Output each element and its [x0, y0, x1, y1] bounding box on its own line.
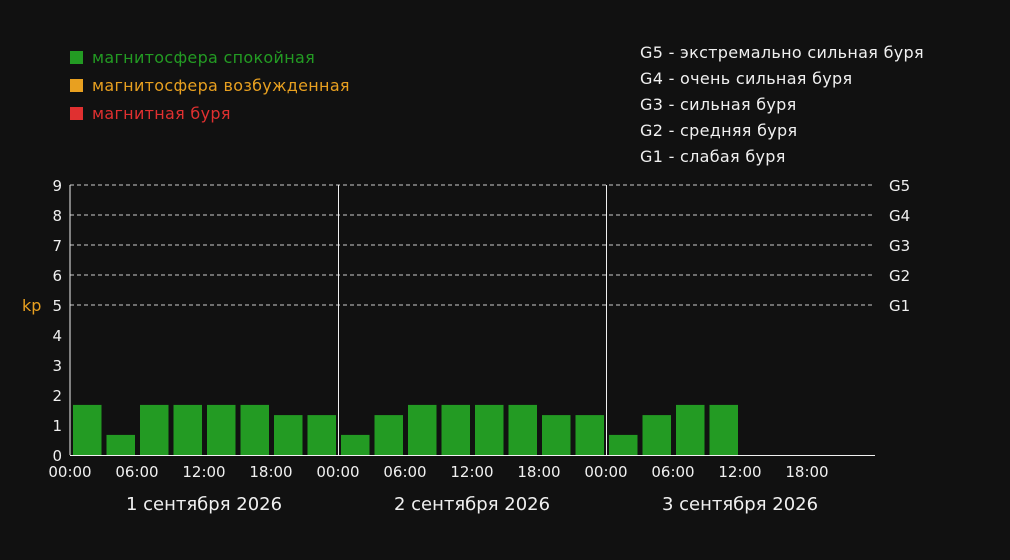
- gridline-label-g4: G4: [889, 207, 910, 225]
- kp-bar: [609, 434, 638, 455]
- gridline-label-g3: G3: [889, 237, 910, 255]
- x-tick-label: 12:00: [450, 463, 493, 481]
- gridline-label-g2: G2: [889, 267, 910, 285]
- day-label: 3 сентября 2026: [662, 494, 818, 515]
- kp-bar: [207, 404, 236, 455]
- x-tick-label: 18:00: [517, 463, 560, 481]
- day-label: 2 сентября 2026: [394, 494, 550, 515]
- kp-bar: [341, 434, 370, 455]
- kp-bar: [240, 404, 269, 455]
- kp-bar: [709, 404, 738, 455]
- x-tick-label: 18:00: [249, 463, 292, 481]
- y-tick-label: 9: [52, 177, 62, 195]
- x-tick-label: 18:00: [785, 463, 828, 481]
- x-tick-label: 00:00: [316, 463, 359, 481]
- legend-item-quiet: магнитосфера спокойная: [70, 43, 350, 71]
- legend-label-storm: магнитная буря: [92, 103, 231, 123]
- kp-bar: [575, 415, 604, 455]
- storm-scale-g4: G4 - очень сильная буря: [640, 69, 853, 88]
- y-axis-label: kp: [22, 296, 41, 315]
- x-tick-label: 12:00: [182, 463, 225, 481]
- legend-label-quiet: магнитосфера спокойная: [92, 47, 316, 67]
- gridline-label-g1: G1: [889, 297, 910, 315]
- y-tick-label: 2: [52, 387, 62, 405]
- storm-scale-g5: G5 - экстремально сильная буря: [640, 43, 924, 62]
- day-label: 1 сентября 2026: [126, 494, 282, 515]
- y-tick-label: 8: [52, 207, 62, 225]
- storm-scale: G5 - экстремально сильная буря G4 - очен…: [640, 43, 924, 173]
- x-tick-label: 06:00: [115, 463, 158, 481]
- x-tick-label: 06:00: [383, 463, 426, 481]
- x-tick-label: 12:00: [718, 463, 761, 481]
- kp-bar: [374, 415, 403, 455]
- kp-bar: [140, 404, 169, 455]
- kp-bar: [508, 404, 537, 455]
- kp-bar: [106, 434, 135, 455]
- storm-scale-g2: G2 - средняя буря: [640, 121, 798, 140]
- kp-bar: [475, 404, 504, 455]
- storm-scale-g1: G1 - слабая буря: [640, 147, 786, 166]
- kp-bar: [173, 404, 202, 455]
- kp-bar: [307, 415, 336, 455]
- y-tick-label: 3: [52, 357, 62, 375]
- kp-bar: [676, 404, 705, 455]
- storm-scale-g3: G3 - сильная буря: [640, 95, 797, 114]
- legend-item-storm: магнитная буря: [70, 99, 350, 127]
- y-tick-label: 6: [52, 267, 62, 285]
- y-tick-label: 0: [52, 447, 62, 465]
- kp-bar: [441, 404, 470, 455]
- kp-bar: [542, 415, 571, 455]
- y-tick-label: 1: [52, 417, 62, 435]
- legend-item-active: магнитосфера возбужденная: [70, 71, 350, 99]
- x-tick-label: 00:00: [48, 463, 91, 481]
- y-tick-label: 4: [52, 327, 62, 345]
- y-tick-label: 5: [52, 297, 62, 315]
- gridline-label-g5: G5: [889, 177, 910, 195]
- legend-swatch-active: [70, 78, 83, 92]
- kp-bar: [73, 404, 102, 455]
- legend: магнитосфера спокойная магнитосфера возб…: [70, 43, 350, 127]
- kp-bar: [642, 415, 671, 455]
- legend-swatch-quiet: [70, 50, 83, 64]
- y-tick-label: 7: [52, 237, 62, 255]
- legend-label-active: магнитосфера возбужденная: [92, 75, 350, 95]
- legend-swatch-storm: [70, 106, 83, 120]
- kp-bar: [274, 415, 303, 455]
- x-tick-label: 00:00: [584, 463, 627, 481]
- x-tick-label: 06:00: [651, 463, 694, 481]
- kp-bar: [408, 404, 437, 455]
